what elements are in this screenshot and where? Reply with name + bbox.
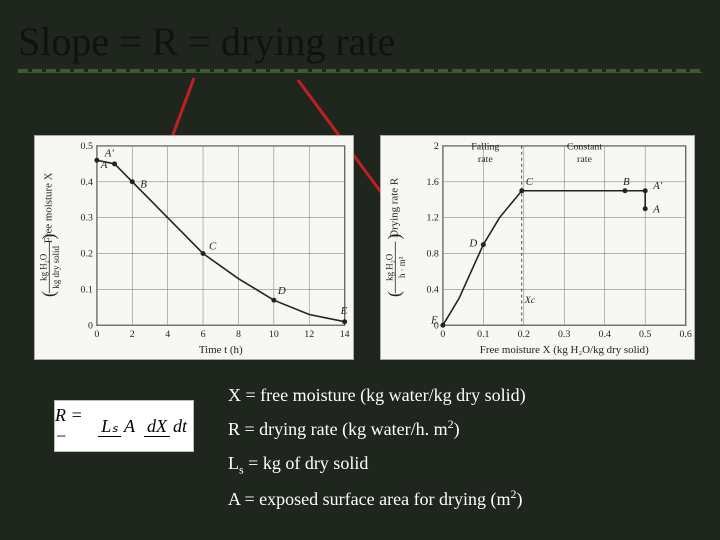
- svg-text:0: 0: [440, 329, 445, 340]
- svg-text:1.2: 1.2: [426, 213, 438, 224]
- svg-text:0.5: 0.5: [639, 329, 651, 340]
- svg-text:Xc: Xc: [524, 295, 536, 306]
- svg-text:0: 0: [94, 329, 99, 340]
- svg-text:A: A: [100, 159, 108, 171]
- svg-text:A': A': [652, 180, 663, 192]
- svg-text:C: C: [209, 241, 217, 253]
- right-chart: 00.10.20.30.40.50.600.40.81.21.62Falling…: [380, 135, 695, 360]
- formula: R = − LₛA dXdt: [54, 400, 194, 452]
- title-text: Slope = R = drying rate: [18, 19, 395, 64]
- svg-text:8: 8: [236, 329, 241, 340]
- def-a: A = exposed surface area for drying (m2): [228, 482, 526, 516]
- svg-text:12: 12: [304, 329, 314, 340]
- svg-text:h · m²: h · m²: [397, 256, 407, 278]
- svg-text:0: 0: [88, 320, 93, 331]
- def-r: R = drying rate (kg water/h. m2): [228, 412, 526, 446]
- svg-text:Falling: Falling: [471, 141, 499, 152]
- svg-text:1.6: 1.6: [426, 177, 438, 188]
- svg-text:0.4: 0.4: [599, 329, 611, 340]
- svg-text:(: (: [384, 291, 405, 297]
- slide-title: Slope = R = drying rate: [18, 18, 702, 79]
- svg-text:0.3: 0.3: [81, 213, 93, 224]
- svg-text:Drying rate R: Drying rate R: [388, 177, 400, 238]
- svg-text:0.2: 0.2: [81, 249, 93, 260]
- svg-text:14: 14: [340, 329, 350, 340]
- svg-text:kg H₂O: kg H₂O: [38, 253, 48, 281]
- svg-text:Time t (h): Time t (h): [199, 344, 243, 356]
- svg-text:0.6: 0.6: [679, 329, 691, 340]
- svg-text:Free moisture X (kg H₂O/kg dry: Free moisture X (kg H₂O/kg dry solid): [480, 344, 649, 356]
- svg-text:0.5: 0.5: [81, 141, 93, 152]
- svg-text:Constant: Constant: [567, 141, 602, 152]
- svg-text:0.4: 0.4: [426, 284, 438, 295]
- svg-text:6: 6: [201, 329, 206, 340]
- formula-lhs: R = −: [55, 405, 95, 447]
- left-chart: 0 2 4 6 8 10 12 14 0 0.1 0.2 0.3 0.4 0.5 A'A B C D E Time t…: [34, 135, 354, 360]
- svg-text:2: 2: [130, 329, 135, 340]
- svg-text:0.1: 0.1: [477, 329, 489, 340]
- svg-text:0.4: 0.4: [81, 177, 93, 188]
- svg-text:D: D: [468, 238, 477, 250]
- svg-text:A': A': [104, 147, 115, 159]
- svg-text:4: 4: [165, 329, 170, 340]
- svg-text:kg dry solid: kg dry solid: [51, 246, 61, 289]
- svg-text:C: C: [526, 176, 534, 188]
- svg-text:): ): [38, 234, 59, 240]
- svg-text:D: D: [277, 285, 286, 297]
- svg-text:E: E: [340, 305, 348, 317]
- def-x: X = free moisture (kg water/kg dry solid…: [228, 378, 526, 412]
- svg-text:10: 10: [269, 329, 279, 340]
- svg-text:E: E: [430, 314, 438, 326]
- def-ls: Ls = kg of dry solid: [228, 446, 526, 481]
- svg-text:0.3: 0.3: [558, 329, 570, 340]
- svg-text:(: (: [38, 291, 59, 297]
- svg-text:2: 2: [434, 141, 439, 152]
- title-underline: [18, 69, 702, 73]
- svg-text:B: B: [623, 176, 630, 188]
- svg-text:): ): [384, 234, 405, 240]
- svg-text:kg H₂O: kg H₂O: [384, 253, 394, 281]
- svg-text:0.2: 0.2: [518, 329, 530, 340]
- svg-text:0.8: 0.8: [426, 249, 438, 260]
- svg-text:Free moisture X: Free moisture X: [42, 172, 54, 243]
- svg-text:0.1: 0.1: [81, 284, 93, 295]
- svg-text:A: A: [652, 204, 660, 216]
- svg-text:rate: rate: [478, 154, 493, 165]
- definitions: X = free moisture (kg water/kg dry solid…: [228, 378, 526, 516]
- svg-text:rate: rate: [577, 154, 592, 165]
- svg-text:B: B: [140, 179, 147, 191]
